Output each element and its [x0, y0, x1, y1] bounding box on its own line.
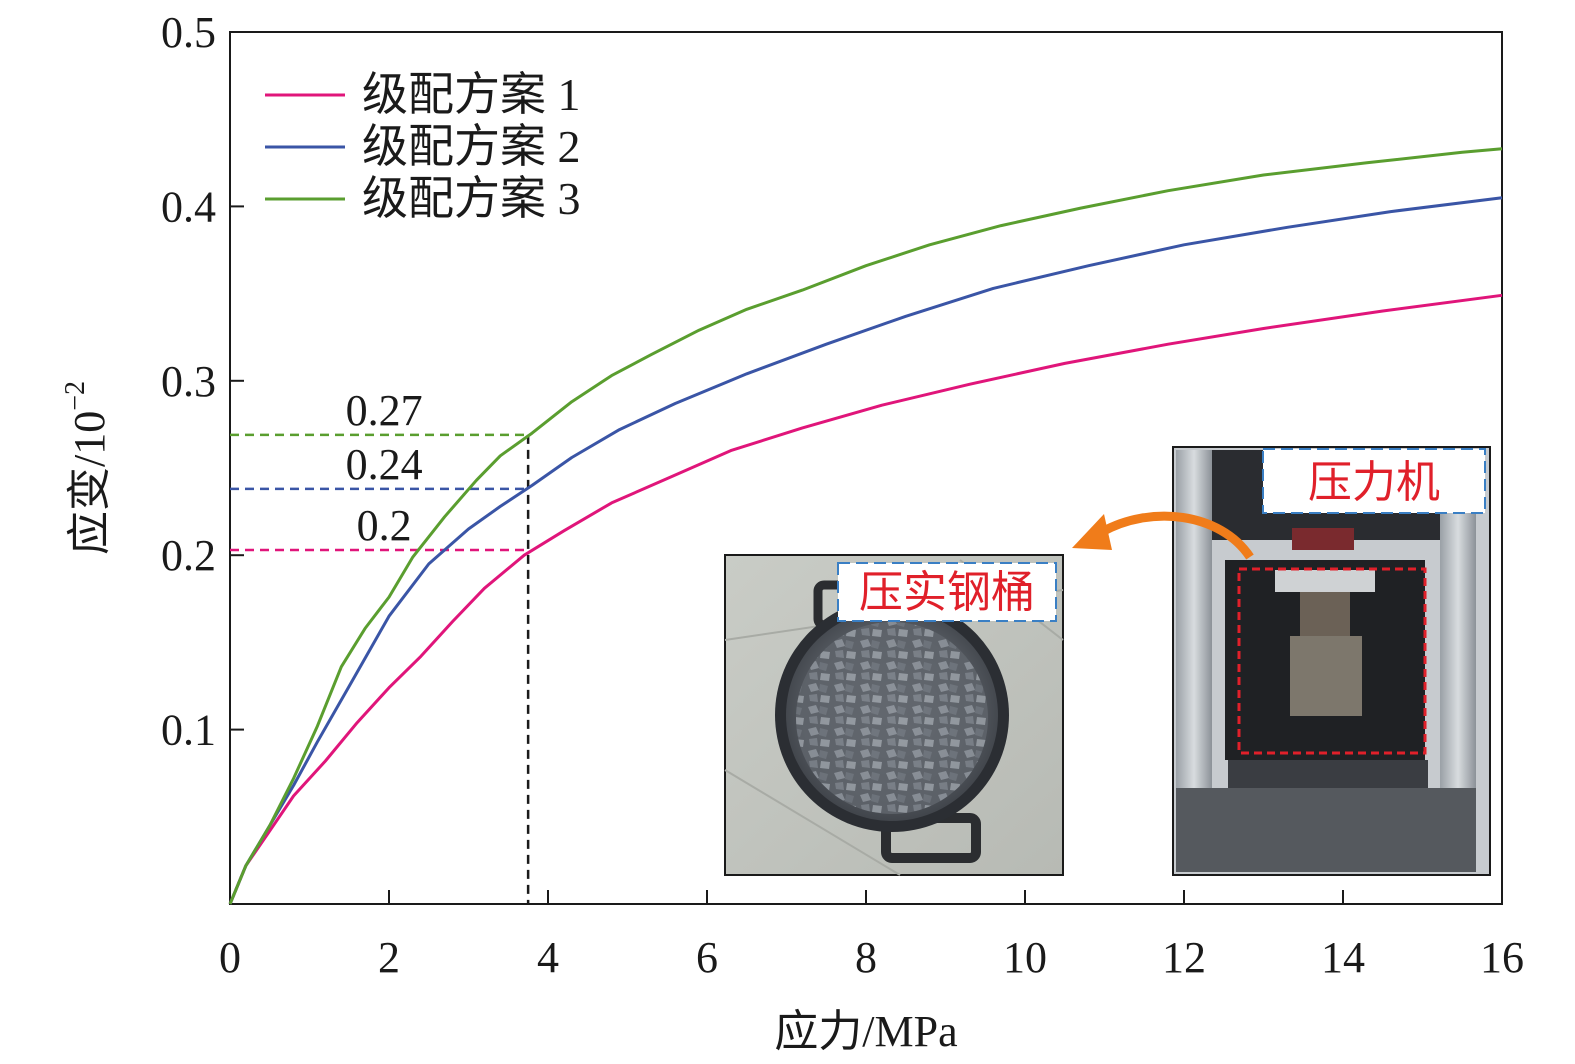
- arrow-head: [1072, 514, 1112, 550]
- x-tick-label: 14: [1321, 933, 1365, 982]
- x-tick-label: 2: [378, 933, 400, 982]
- gravel-fill: [796, 622, 988, 814]
- y-tick-label: 0.2: [161, 531, 216, 580]
- series-line-1: [228, 293, 1503, 905]
- legend-label-3: 级配方案 3: [362, 173, 581, 224]
- y-tick-label: 0.3: [161, 357, 216, 406]
- series-lines: [228, 147, 1503, 905]
- x-tick-label: 10: [1003, 933, 1047, 982]
- y-tick-label: 0.1: [161, 706, 216, 755]
- y-axis-ticks: 0.1 0.2 0.3 0.4 0.5: [161, 8, 244, 755]
- x-tick-label: 16: [1480, 933, 1524, 982]
- arrow-shaft: [1099, 511, 1254, 560]
- x-axis-ticks: 0 2 4 6 8 10 12 14 16: [219, 890, 1524, 982]
- press-base: [1228, 760, 1428, 788]
- press-floor: [1176, 788, 1476, 872]
- bucket-photo-inset: 压实钢桶: [724, 554, 1064, 876]
- x-tick-label: 6: [696, 933, 718, 982]
- press-platen: [1275, 570, 1375, 592]
- series-line-3: [228, 147, 1503, 905]
- y-axis-title: 应变/10−2: [60, 381, 114, 555]
- reference-value-label: 0.24: [346, 440, 423, 489]
- y-tick-label: 0.5: [161, 8, 216, 57]
- x-tick-label: 8: [855, 933, 877, 982]
- press-badge: [1292, 528, 1354, 550]
- x-tick-label: 0: [219, 933, 241, 982]
- reference-annotations: 0.27 0.24 0.2: [230, 386, 530, 904]
- press-specimen: [1290, 636, 1362, 716]
- y-axis-title-base: 应变/10: [65, 411, 114, 555]
- press-piston: [1300, 592, 1350, 636]
- x-tick-label: 4: [537, 933, 559, 982]
- legend-label-1: 级配方案 1: [362, 69, 581, 120]
- bucket-label: 压实钢桶: [859, 567, 1035, 618]
- press-label-box: [1262, 448, 1486, 514]
- press-highlight-box: [1237, 567, 1427, 755]
- press-photo-inset: 压力机: [1172, 446, 1491, 876]
- x-axis-title: 应力/MPa: [774, 1007, 957, 1056]
- press-label: 压力机: [1308, 457, 1440, 508]
- x-tick-label: 12: [1162, 933, 1206, 982]
- bucket-label-box: [837, 562, 1057, 622]
- legend-label-2: 级配方案 2: [362, 121, 581, 172]
- reference-value-label: 0.27: [346, 386, 423, 435]
- series-line-2: [228, 196, 1503, 905]
- y-tick-label: 0.4: [161, 182, 216, 231]
- curved-arrow: [1072, 511, 1254, 560]
- y-axis-title-exponent: −2: [60, 381, 91, 411]
- reference-value-label: 0.2: [357, 501, 412, 550]
